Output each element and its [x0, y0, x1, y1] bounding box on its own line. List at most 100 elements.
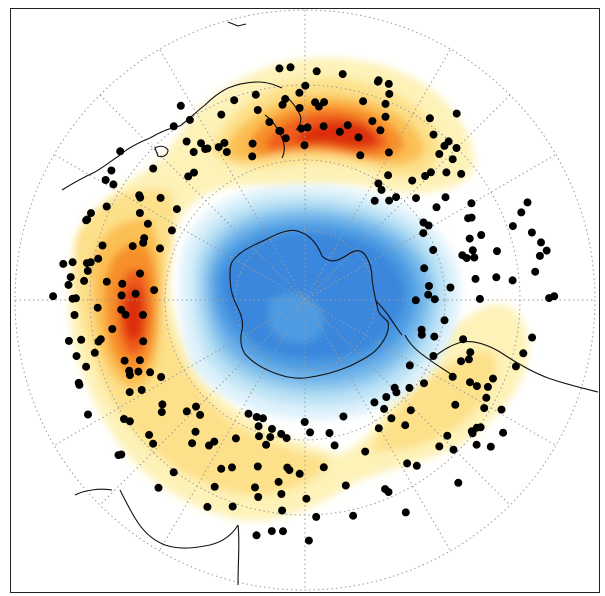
stipple-dot [472, 440, 481, 449]
stipple-dot [449, 445, 458, 454]
latitude-circle-inner [164, 159, 446, 441]
stipple-dot [281, 134, 290, 143]
stipple-dot [452, 109, 461, 118]
stipple-dot [251, 483, 259, 492]
stipple-dot [277, 429, 286, 438]
stipple-dot [497, 405, 506, 414]
stipple-dot [300, 418, 309, 426]
stipple-dot [368, 117, 377, 126]
stipple-dot [440, 316, 449, 325]
stipple-dot [259, 414, 267, 423]
stipple-dot [492, 273, 501, 282]
stipple-dot [108, 325, 117, 333]
stipple-dot [528, 333, 537, 342]
stipple-dot [435, 150, 444, 158]
stipple-dot [149, 439, 158, 448]
stipple-dot [157, 373, 166, 381]
stipple-dot [117, 291, 126, 300]
stipple-dot [201, 145, 210, 153]
stipple-dot [188, 439, 197, 448]
stipple-dot [430, 295, 439, 304]
stipple-dot [452, 144, 461, 152]
stipple-dot [486, 442, 495, 451]
stipple-dot [508, 222, 517, 231]
stipple-dot [146, 368, 155, 377]
stipple-dot [231, 434, 240, 443]
stipple-dot [135, 356, 144, 365]
stipple-dot [254, 422, 263, 431]
stipple-dot [508, 276, 517, 285]
stipple-dot [302, 494, 311, 503]
stipple-dot [392, 388, 401, 397]
stipple-dot [425, 114, 434, 123]
stipple-dot [312, 512, 321, 521]
stipple-dot [426, 168, 435, 177]
stipple-dot [319, 463, 328, 472]
stipple-dot [382, 393, 391, 401]
stipple-dot [94, 254, 103, 263]
stipple-dot [158, 400, 167, 409]
australia-west-coast [61, 137, 151, 191]
stipple-dot [134, 367, 143, 376]
stipple-dot [417, 325, 426, 334]
stipple-dot [203, 502, 212, 511]
stipple-dot [276, 127, 285, 135]
stipple-dot [384, 79, 393, 88]
stipple-dot [192, 402, 200, 411]
stipple-dot [301, 81, 310, 90]
cold-anomaly-inner-light [268, 293, 324, 344]
stipple-dot [131, 289, 140, 298]
stipple-dot [385, 196, 394, 205]
stipple-dot [489, 374, 497, 383]
stipple-dot [149, 164, 158, 173]
stipple-dot [341, 481, 350, 490]
stipple-dot [116, 147, 125, 156]
stipple-dot [253, 462, 262, 471]
stipple-dot [267, 527, 276, 536]
stipple-dot [86, 258, 95, 267]
stipple-dot [361, 447, 370, 456]
stipple-dot [511, 362, 520, 371]
stipple-dot [172, 205, 181, 214]
stipple-dot [143, 219, 152, 228]
stipple-dot [470, 253, 479, 262]
stipple-dot [465, 234, 474, 243]
stipple-dot [457, 357, 465, 366]
stipple-dot [137, 386, 146, 394]
stipple-dot [471, 274, 480, 283]
significance-stipple [49, 63, 559, 545]
stipple-dot [109, 180, 118, 189]
stipple-dot [403, 459, 412, 468]
stipple-dot [412, 194, 420, 203]
stipple-dot [274, 477, 283, 486]
stipple-dot [370, 398, 379, 407]
stipple-dot [343, 121, 352, 130]
stipple-dot [432, 203, 441, 212]
stipple-dot [430, 332, 439, 341]
stipple-dot [339, 412, 348, 421]
stipple-dot [359, 97, 368, 106]
stipple-dot [527, 228, 536, 237]
stipple-dot [448, 372, 457, 381]
stipple-dot [125, 366, 134, 375]
stipple-dot [466, 348, 475, 357]
stipple-dot [182, 407, 191, 416]
stipple-dot [419, 229, 428, 238]
stipple-dot [295, 88, 304, 97]
stipple-dot [374, 179, 383, 188]
stipple-dot [156, 244, 164, 253]
stipple-dot [283, 463, 292, 472]
tasmania [154, 145, 169, 158]
stipple-dot [102, 202, 111, 211]
stipple-dot [117, 305, 126, 314]
stipple-dot [279, 527, 287, 536]
stipple-dot [482, 393, 491, 402]
stipple-dot [419, 218, 428, 227]
stipple-dot [335, 127, 344, 136]
stipple-dot [135, 209, 144, 217]
stipple-dot [252, 531, 261, 540]
stipple-dot [475, 294, 484, 303]
stipple-dot [156, 193, 165, 202]
stipple-dot [387, 414, 396, 423]
